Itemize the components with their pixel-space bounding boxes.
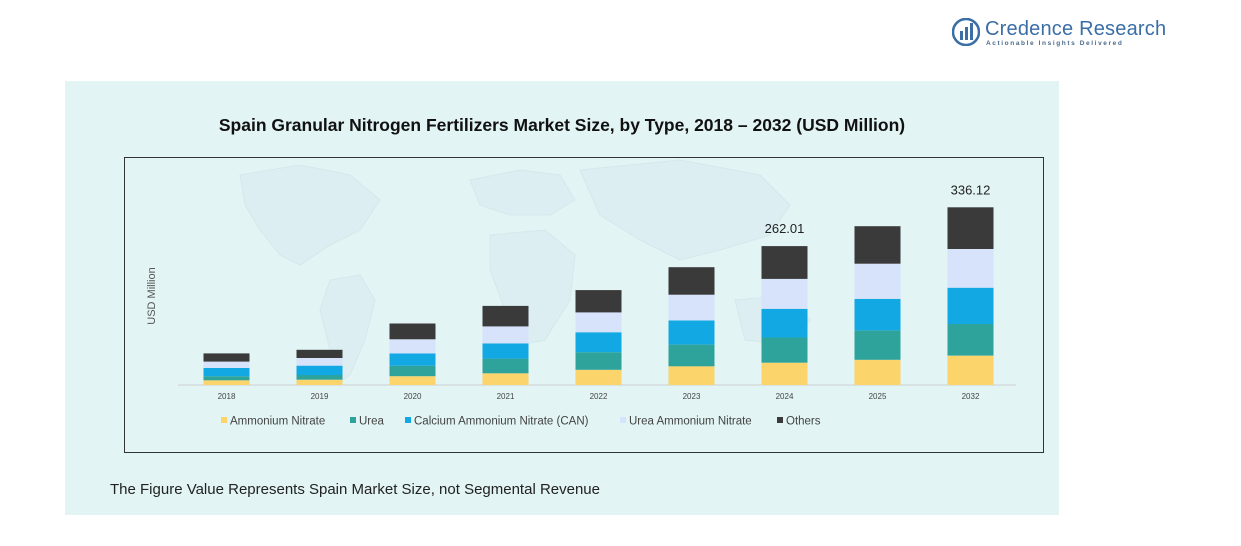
bar-2022-calcium-ammonium-nitrate-can xyxy=(575,332,622,353)
bar-2025-calcium-ammonium-nitrate-can xyxy=(854,298,901,331)
x-tick-label-2018: 2018 xyxy=(218,392,236,401)
bar-2019-calcium-ammonium-nitrate-can xyxy=(296,365,343,376)
bar-2022-urea-ammonium-nitrate xyxy=(575,312,622,333)
legend-swatch-ammonium-nitrate xyxy=(221,417,227,423)
bar-2024-urea xyxy=(761,337,808,363)
bar-2025-others xyxy=(854,226,901,264)
bar-2032-urea xyxy=(947,324,994,356)
bar-2032-others xyxy=(947,207,994,249)
bar-2025-urea xyxy=(854,330,901,360)
chart-frame xyxy=(124,157,1044,453)
bar-2021-ammonium-nitrate xyxy=(482,373,529,385)
bar-2018-ammonium-nitrate xyxy=(203,380,250,385)
x-tick-label-2022: 2022 xyxy=(590,392,608,401)
bar-2021-urea-ammonium-nitrate xyxy=(482,326,529,344)
data-label-2024: 262.01 xyxy=(765,221,805,236)
legend-swatch-urea xyxy=(350,417,356,423)
legend-label-ammonium-nitrate: Ammonium Nitrate xyxy=(230,416,325,428)
bar-2019-ammonium-nitrate xyxy=(296,379,343,385)
bar-2023-calcium-ammonium-nitrate-can xyxy=(668,320,715,345)
legend-swatch-urea-ammonium-nitrate xyxy=(620,417,626,423)
legend-item-urea-ammonium-nitrate: Urea Ammonium Nitrate xyxy=(620,416,752,428)
bars-group xyxy=(203,207,994,385)
x-tick-label-2023: 2023 xyxy=(683,392,701,401)
logo-name: Credence Research xyxy=(985,18,1167,40)
legend-label-others: Others xyxy=(786,416,821,428)
x-tick-label-2021: 2021 xyxy=(497,392,515,401)
bar-2032-ammonium-nitrate xyxy=(947,355,994,385)
x-tick-label-2024: 2024 xyxy=(776,392,794,401)
x-tick-label-2020: 2020 xyxy=(404,392,422,401)
bar-2022-urea xyxy=(575,352,622,370)
credence-research-logo: Credence Research Actionable Insights De… xyxy=(952,16,1166,50)
bar-2021-calcium-ammonium-nitrate-can xyxy=(482,343,529,359)
bar-2025-urea-ammonium-nitrate xyxy=(854,263,901,299)
bar-2019-urea-ammonium-nitrate xyxy=(296,358,343,366)
bar-2020-calcium-ammonium-nitrate-can xyxy=(389,353,436,366)
logo-tagline: Actionable Insights Delivered xyxy=(986,40,1124,47)
legend-item-calcium-ammonium-nitrate-can: Calcium Ammonium Nitrate (CAN) xyxy=(405,416,589,428)
bar-2018-urea-ammonium-nitrate xyxy=(203,361,250,368)
bar-2020-ammonium-nitrate xyxy=(389,376,436,385)
bar-2018-urea xyxy=(203,376,250,381)
bar-2032-calcium-ammonium-nitrate-can xyxy=(947,287,994,324)
bar-2019-urea xyxy=(296,375,343,380)
legend-item-urea: Urea xyxy=(350,416,385,428)
bar-2021-urea xyxy=(482,358,529,374)
bar-chart-logo-icon xyxy=(952,18,980,46)
bar-2023-others xyxy=(668,267,715,295)
bar-2025-ammonium-nitrate xyxy=(854,359,901,385)
legend-item-ammonium-nitrate: Ammonium Nitrate xyxy=(221,416,325,428)
x-tick-labels: 2018 2019 2020 2021 2022 2023 2024 2025 2032 xyxy=(218,392,980,401)
x-tick-label-2019: 2019 xyxy=(311,392,329,401)
x-tick-label-2032: 2032 xyxy=(962,392,980,401)
data-label-2032: 336.12 xyxy=(951,182,991,197)
legend-swatch-calcium-ammonium-nitrate-can xyxy=(405,417,411,423)
bar-2023-urea-ammonium-nitrate xyxy=(668,294,715,321)
bar-2022-others xyxy=(575,290,622,313)
bar-2023-urea xyxy=(668,344,715,367)
chart-legend: Ammonium Nitrate Urea Calcium Ammonium Nit… xyxy=(221,416,821,428)
bar-2024-calcium-ammonium-nitrate-can xyxy=(761,308,808,338)
chart-title: Spain Granular Nitrogen Fertilizers Mark… xyxy=(218,115,906,135)
bar-2032-urea-ammonium-nitrate xyxy=(947,249,994,288)
bar-2018-others xyxy=(203,353,250,362)
x-tick-label-2025: 2025 xyxy=(869,392,887,401)
y-axis-title: USD Million xyxy=(146,267,158,324)
legend-label-urea: Urea xyxy=(359,416,385,428)
bar-2024-others xyxy=(761,246,808,279)
bar-2021-others xyxy=(482,305,529,327)
legend-item-others: Others xyxy=(777,416,821,428)
bar-2020-urea xyxy=(389,365,436,377)
legend-label-calcium-ammonium-nitrate-can: Calcium Ammonium Nitrate (CAN) xyxy=(414,416,589,428)
legend-label-urea-ammonium-nitrate: Urea Ammonium Nitrate xyxy=(629,416,752,428)
bar-2024-urea-ammonium-nitrate xyxy=(761,278,808,309)
bar-2020-urea-ammonium-nitrate xyxy=(389,339,436,354)
bar-2018-calcium-ammonium-nitrate-can xyxy=(203,368,250,377)
bar-2020-others xyxy=(389,323,436,340)
bar-2022-ammonium-nitrate xyxy=(575,369,622,385)
legend-swatch-others xyxy=(777,417,783,423)
value-annotations: 262.01 336.12 xyxy=(765,182,991,236)
bar-2024-ammonium-nitrate xyxy=(761,362,808,385)
bar-2019-others xyxy=(296,349,343,358)
footnote: The Figure Value Represents Spain Market… xyxy=(110,481,600,498)
bar-2023-ammonium-nitrate xyxy=(668,366,715,385)
